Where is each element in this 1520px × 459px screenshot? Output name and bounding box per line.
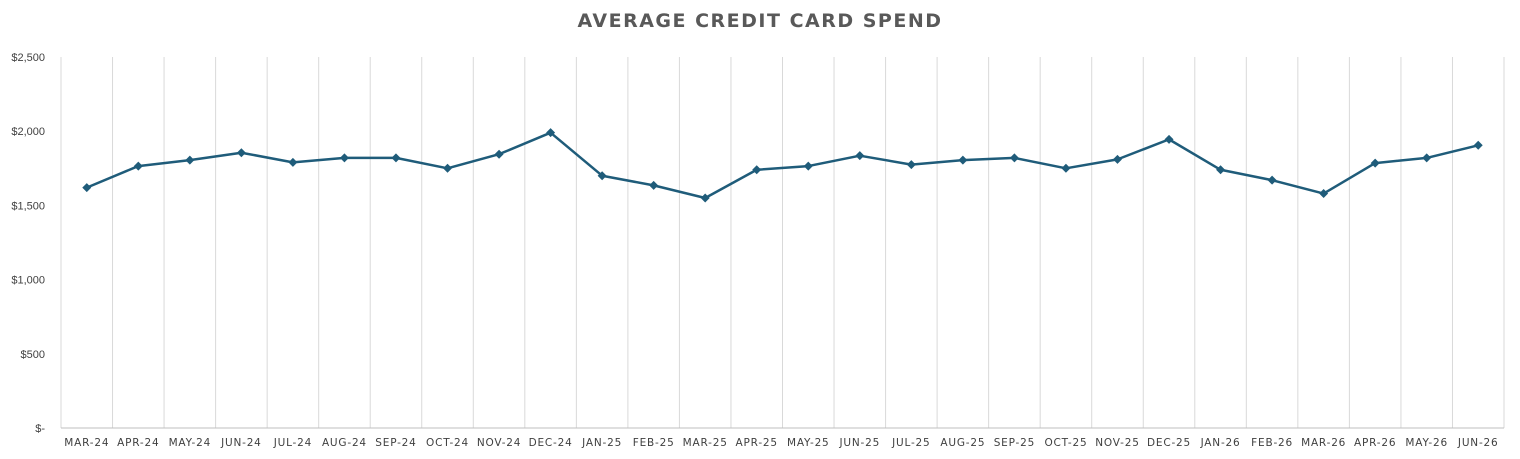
series-line	[86, 131, 1479, 200]
x-tick-label: JUL-25	[891, 437, 930, 449]
x-tick-label: JUN-25	[839, 437, 881, 449]
y-tick-label: $500	[21, 349, 45, 361]
data-point	[133, 161, 143, 171]
x-tick-label: SEP-24	[375, 437, 416, 449]
data-point	[1216, 165, 1226, 175]
data-point	[494, 149, 504, 159]
data-point	[339, 153, 349, 163]
data-point	[1267, 175, 1277, 185]
x-tick-label: AUG-25	[940, 437, 985, 449]
x-tick-label: OCT-25	[1044, 437, 1087, 449]
data-point	[546, 128, 556, 138]
x-tick-label: SEP-25	[994, 437, 1035, 449]
x-tick-label: JUL-24	[273, 437, 312, 449]
x-tick-label: JAN-26	[1200, 437, 1241, 449]
x-tick-label: AUG-24	[322, 437, 367, 449]
data-point	[236, 148, 246, 158]
x-tick-label: MAY-26	[1405, 437, 1448, 449]
data-point	[443, 163, 453, 173]
x-tick-label: JAN-25	[581, 437, 622, 449]
x-tick-label: FEB-26	[1251, 437, 1293, 449]
data-point	[1422, 153, 1432, 163]
x-tick-label: MAR-24	[64, 437, 109, 449]
y-tick-label: $1,500	[11, 200, 45, 212]
data-point	[1370, 158, 1380, 168]
data-point	[1061, 163, 1071, 173]
x-tick-label: OCT-24	[426, 437, 469, 449]
x-tick-label: APR-25	[736, 437, 778, 449]
data-point	[597, 171, 607, 181]
data-point	[185, 155, 195, 165]
x-tick-label: MAY-24	[169, 437, 212, 449]
x-tick-label: NOV-25	[1095, 437, 1139, 449]
chart-title: AVERAGE CREDIT CARD SPEND	[577, 10, 943, 32]
data-point	[906, 160, 916, 170]
x-tick-label: JUN-26	[1457, 437, 1499, 449]
x-tick-label: MAR-25	[683, 437, 728, 449]
data-point	[391, 153, 401, 163]
data-point	[1009, 153, 1019, 163]
x-tick-label: JUN-24	[220, 437, 262, 449]
data-point	[803, 161, 813, 171]
data-point	[1473, 140, 1483, 150]
data-point	[752, 165, 762, 175]
x-tick-label: FEB-25	[633, 437, 675, 449]
data-point	[1164, 134, 1174, 144]
data-point	[1319, 189, 1329, 199]
data-point	[288, 157, 298, 167]
data-point	[649, 180, 659, 190]
x-tick-label: APR-24	[117, 437, 159, 449]
y-tick-label: $2,000	[11, 126, 45, 138]
x-tick-label: NOV-24	[477, 437, 521, 449]
y-tick-label: $-	[35, 423, 45, 435]
y-tick-label: $2,500	[11, 52, 45, 64]
x-tick-label: DEC-25	[1147, 437, 1191, 449]
data-point	[855, 151, 865, 161]
data-point	[958, 155, 968, 165]
data-point	[1112, 154, 1122, 164]
x-tick-label: MAR-26	[1301, 437, 1346, 449]
y-tick-label: $1,000	[11, 275, 45, 287]
data-point	[82, 183, 92, 193]
data-point	[700, 193, 710, 203]
x-tick-label: APR-26	[1354, 437, 1396, 449]
x-tick-label: DEC-24	[529, 437, 573, 449]
x-tick-label: MAY-25	[787, 437, 830, 449]
